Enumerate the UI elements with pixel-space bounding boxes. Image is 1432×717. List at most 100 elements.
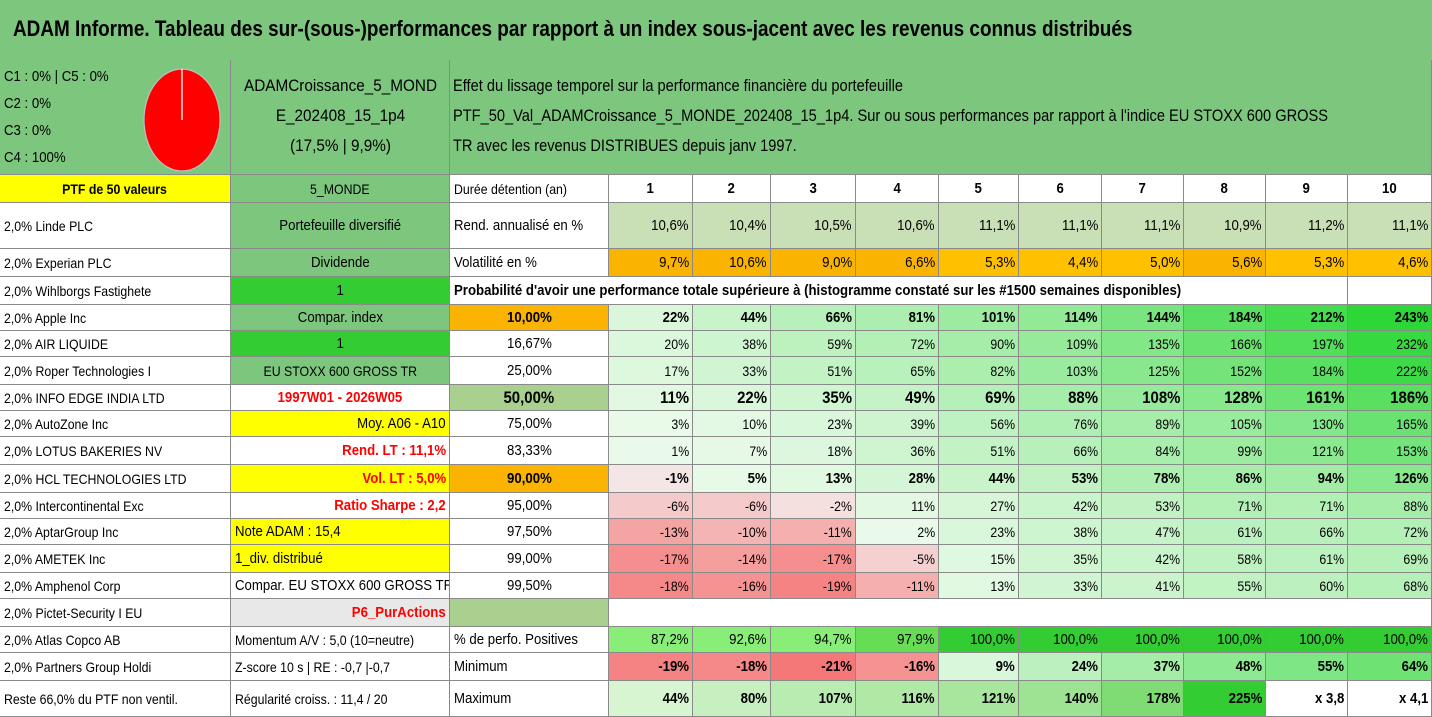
holding-row-label: 2,0% AutoZone Inc <box>0 411 231 437</box>
maximum-value: 44% <box>609 681 693 717</box>
year-header: 7 <box>1102 175 1184 203</box>
rend-value: 10,4% <box>693 203 771 249</box>
probability-value: 121% <box>1266 437 1348 465</box>
probability-value: 27% <box>939 493 1019 519</box>
probability-value: 60% <box>1266 573 1348 599</box>
maximum-value: x 3,8 <box>1266 681 1348 717</box>
info-cell: Momentum A/V : 5,0 (10=neutre) <box>231 627 450 653</box>
holding-row-label: 2,0% Amphenol Corp <box>0 573 231 599</box>
info-cell: P6_PurActions <box>231 599 450 627</box>
minimum-value: -16% <box>856 653 939 681</box>
probability-value: 5% <box>693 465 771 493</box>
probability-value: 78% <box>1102 465 1184 493</box>
probability-value: 69% <box>1348 545 1432 573</box>
probability-value: 71% <box>1266 493 1348 519</box>
probability-value: 44% <box>693 305 771 331</box>
probability-value: -2% <box>771 493 856 519</box>
probability-value: 38% <box>1019 519 1102 545</box>
holding-row-label: 2,0% Linde PLC <box>0 203 231 249</box>
probability-value: 53% <box>1019 465 1102 493</box>
info-cell: Régularité croiss. : 11,4 / 20 <box>231 681 450 717</box>
positives-value: 87,2% <box>609 627 693 653</box>
fund-name-panel: ADAMCroissance_5_MOND E_202408_15_1p4 (17,… <box>231 60 450 175</box>
probability-value: 114% <box>1019 305 1102 331</box>
probability-value: -6% <box>693 493 771 519</box>
holding-row-label: 2,0% Partners Group Holdi <box>0 653 231 681</box>
year-header: 8 <box>1184 175 1266 203</box>
probability-level: 16,67% <box>450 331 609 357</box>
description-panel: Effet du lissage temporel sur la perform… <box>450 60 1432 175</box>
probability-value: 11% <box>609 385 693 411</box>
probability-value: 13% <box>939 573 1019 599</box>
positives-value: 100,0% <box>1102 627 1184 653</box>
probability-value: 36% <box>856 437 939 465</box>
class-line: C3 : 0% <box>4 122 51 139</box>
probability-value: 72% <box>1348 519 1432 545</box>
probability-value: 103% <box>1019 357 1102 385</box>
description-line: PTF_50_Val_ADAMCroissance_5_MONDE_202408… <box>453 106 1329 125</box>
probability-value: 66% <box>1019 437 1102 465</box>
holding-period-label: Durée détention (an) <box>450 175 609 203</box>
probability-level: 10,00% <box>450 305 609 331</box>
probability-value: -18% <box>609 573 693 599</box>
probability-value: 71% <box>1184 493 1266 519</box>
probability-value: 59% <box>771 331 856 357</box>
probability-value: 88% <box>1348 493 1432 519</box>
minimum-value: 48% <box>1184 653 1266 681</box>
holding-row-label: 2,0% Wihlborgs Fastighete <box>0 277 231 305</box>
probability-level: 83,33% <box>450 437 609 465</box>
holding-row-label: 2,0% INFO EDGE INDIA LTD <box>0 385 231 411</box>
info-cell: Z-score 10 s | RE : -0,7 |-0,7 <box>231 653 450 681</box>
probability-value: 55% <box>1184 573 1266 599</box>
holding-row-label: 2,0% Apple Inc <box>0 305 231 331</box>
holding-row-label: 2,0% AIR LIQUIDE <box>0 331 231 357</box>
probability-value: 42% <box>1019 493 1102 519</box>
ptf-code: 5_MONDE <box>231 175 450 203</box>
probability-value: 144% <box>1102 305 1184 331</box>
holding-row-label: 2,0% Intercontinental Exc <box>0 493 231 519</box>
probability-value: 69% <box>939 385 1019 411</box>
vol-value: 9,0% <box>771 249 856 277</box>
info-cell: Note ADAM : 15,4 <box>231 519 450 545</box>
blank-area <box>609 599 1432 627</box>
probability-value: 41% <box>1102 573 1184 599</box>
probability-value: -17% <box>609 545 693 573</box>
probability-value: 35% <box>771 385 856 411</box>
probability-value: 90% <box>939 331 1019 357</box>
info-cell: Rend. LT : 11,1% <box>231 437 450 465</box>
probability-value: 66% <box>771 305 856 331</box>
probability-value: 108% <box>1102 385 1184 411</box>
probability-value: -17% <box>771 545 856 573</box>
probability-value: 51% <box>939 437 1019 465</box>
probability-value: 232% <box>1348 331 1432 357</box>
info-cell: Portefeuille diversifié <box>231 203 450 249</box>
probability-value: 126% <box>1348 465 1432 493</box>
probability-value: 161% <box>1266 385 1348 411</box>
probability-value: 49% <box>856 385 939 411</box>
minimum-value: -21% <box>771 653 856 681</box>
probability-value: 152% <box>1184 357 1266 385</box>
minimum-value: -19% <box>609 653 693 681</box>
info-cell: Ratio Sharpe : 2,2 <box>231 493 450 519</box>
info-cell: Compar. index <box>231 305 450 331</box>
probability-value: 65% <box>856 357 939 385</box>
holding-row-label: 2,0% LOTUS BAKERIES NV <box>0 437 231 465</box>
info-cell: 1997W01 - 2026W05 <box>231 385 450 411</box>
holding-row-label: 2,0% Experian PLC <box>0 249 231 277</box>
description-line: Effet du lissage temporel sur la perform… <box>453 76 903 95</box>
report-title: ADAM Informe. Tableau des sur-(sous-)per… <box>13 16 1133 41</box>
minimum-label: Minimum <box>450 653 609 681</box>
probability-value: 166% <box>1184 331 1266 357</box>
year-header: 5 <box>939 175 1019 203</box>
probability-value: 125% <box>1102 357 1184 385</box>
probability-value: 2% <box>856 519 939 545</box>
rend-value: 11,1% <box>1019 203 1102 249</box>
probability-value: 38% <box>693 331 771 357</box>
probability-value: 7% <box>693 437 771 465</box>
holding-row-label: 2,0% HCL TECHNOLOGIES LTD <box>0 465 231 493</box>
probability-value: 128% <box>1184 385 1266 411</box>
year-header: 3 <box>771 175 856 203</box>
probability-value: 11% <box>856 493 939 519</box>
info-cell: 1 <box>231 331 450 357</box>
